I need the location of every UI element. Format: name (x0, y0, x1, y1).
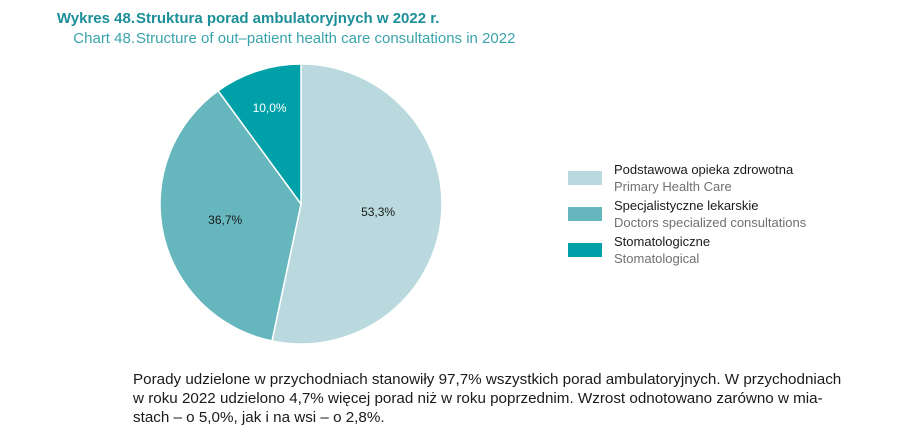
pie-slice-primary-care (271, 63, 443, 345)
data-label-primary-care: 53,3% (361, 205, 395, 219)
legend-item-specialist: Specjalistyczne lekarskie Doctors specia… (568, 198, 888, 234)
chart-title-pl: Struktura porad ambulatoryjnych w 2022 r… (136, 10, 440, 27)
legend-label-pl: Specjalistyczne lekarskie (614, 198, 759, 213)
chart-title-en: Structure of out–patient health care con… (136, 30, 516, 47)
pie-slice-dental (217, 63, 302, 207)
commentary-text: Porady udzielone w przychodniach stanowi… (133, 370, 879, 427)
legend-swatch (568, 243, 602, 257)
commentary-line: w roku 2022 udzielono 4,7% więcej porad … (133, 390, 823, 407)
legend-item-dental: Stomatologiczne Stomatological (568, 234, 888, 270)
legend-swatch (568, 207, 602, 221)
legend-label-pl: Podstawowa opieka zdrowotna (614, 162, 794, 177)
commentary-line: stach – o 5,0%, jak i na wsi – o 2,8%. (133, 409, 385, 426)
data-label-specialist: 36,7% (208, 213, 242, 227)
legend-label-en: Primary Health Care (614, 179, 732, 194)
legend-item-primary-care: Podstawowa opieka zdrowotna Primary Heal… (568, 162, 888, 198)
legend-swatch (568, 171, 602, 185)
legend-label-pl: Stomatologiczne (614, 234, 711, 249)
pie-slice-specialist (159, 89, 302, 342)
data-label-dental: 10,0% (253, 101, 287, 115)
pie-chart: 53,3% 36,7% 10,0% (159, 63, 443, 345)
legend: Podstawowa opieka zdrowotna Primary Heal… (568, 162, 888, 270)
chart-number-en: Chart 48. (73, 30, 135, 47)
chart-number-pl: Wykres 48. (56, 10, 135, 27)
legend-label-en: Stomatological (614, 251, 700, 266)
commentary-line: Porady udzielone w przychodniach stanowi… (133, 371, 842, 388)
chart-number-en-row: Chart 48. Structure of out–patient healt… (8, 30, 515, 47)
legend-label-en: Doctors specialized consultations (614, 215, 807, 230)
chart-number-pl-row: Wykres 48. Struktura porad ambulatoryjny… (8, 10, 440, 27)
